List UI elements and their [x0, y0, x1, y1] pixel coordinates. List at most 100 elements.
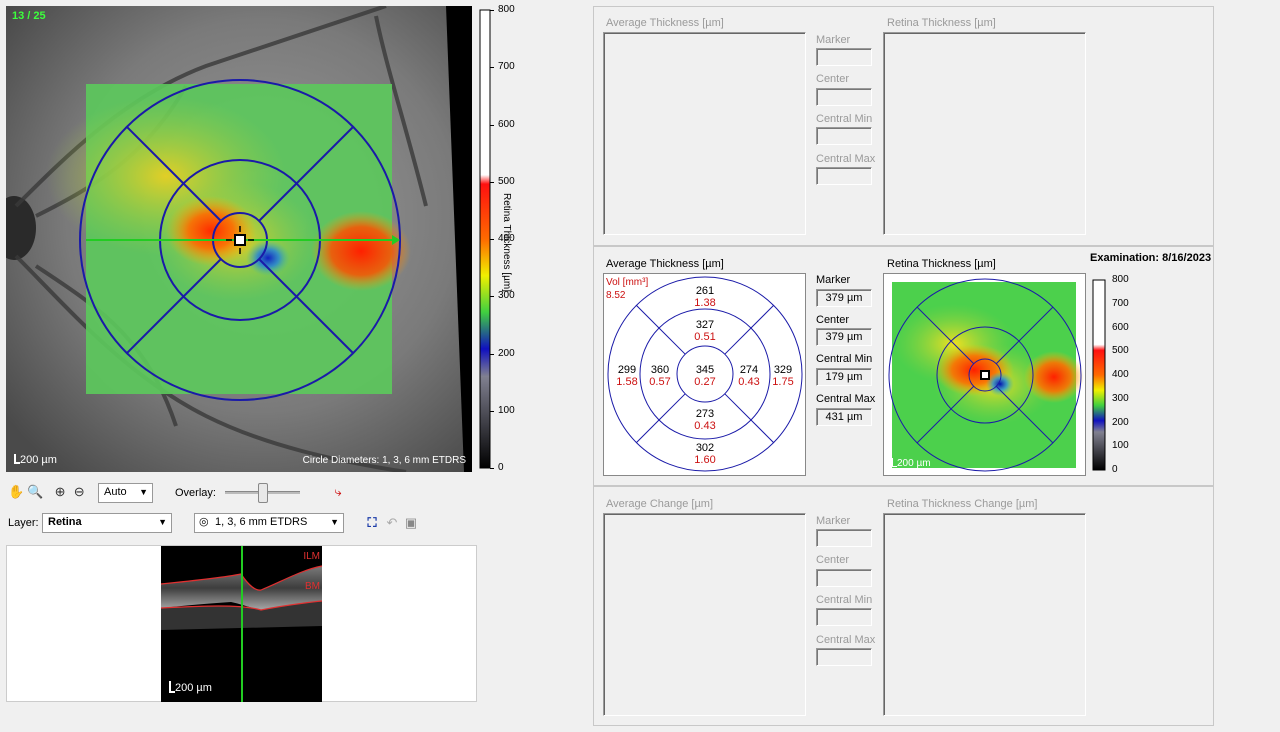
zoom-out-icon[interactable]: ⊖ [73, 484, 85, 499]
map-scale-bar: 200 µm [892, 458, 931, 469]
bm-label: BM [305, 581, 320, 592]
etdrs-grid [79, 79, 401, 401]
map-colorbar-tick-label: 0 [1112, 464, 1118, 475]
marker-value: 379 µm [816, 289, 872, 307]
sector-volume: 1.38 [694, 297, 716, 309]
bottom-center-label: Center [816, 554, 850, 566]
sector-thickness: 345 [695, 364, 715, 376]
etdrs-sector-chart[interactable]: Vol [mm³] 8.52 261 1.38 327 0.51 345 0.27 2… [603, 273, 806, 476]
zoom-select[interactable]: Auto ▼ [98, 483, 153, 503]
bottom-central-min-label: Central Min [816, 594, 873, 606]
bottom-central-max-label: Central Max [816, 634, 876, 646]
sector-outer-right: 329 1.75 [768, 364, 798, 388]
examination-date: Examination: 8/16/2023 [1090, 252, 1212, 264]
colorbar-tick-mark [490, 67, 494, 69]
average-change-box [603, 513, 806, 716]
top-center-label: Center [816, 73, 850, 85]
central-min-label: Central Min [816, 353, 873, 365]
top-central-max-value [816, 167, 872, 185]
colorbar-tick-label: 800 [498, 4, 515, 15]
view-toolbar: ✋ 🔍 ⊕ ⊖ [8, 484, 87, 500]
marker-label: Marker [816, 274, 851, 286]
colorbar-tick-label: 0 [498, 462, 504, 473]
overlay-slider-thumb[interactable] [257, 483, 268, 503]
sector-volume: 0.27 [694, 376, 716, 388]
sector-volume: 1.60 [694, 454, 716, 466]
sector-thickness: 329 [773, 364, 793, 376]
sector-thickness: 273 [695, 408, 715, 420]
chevron-down-icon: ▼ [139, 487, 148, 497]
colorbar-tick-label: 300 [498, 290, 515, 302]
slice-counter: 13 / 25 [12, 10, 46, 22]
colorbar-tick-mark [490, 410, 494, 412]
sector-volume: 0.57 [649, 376, 671, 388]
sector-thickness: 299 [617, 364, 637, 376]
center-icon[interactable]: ⛶ [367, 515, 377, 530]
sector-thickness: 327 [695, 319, 715, 331]
layer-label: Layer: [8, 517, 39, 529]
zoom-in-icon[interactable]: ⊕ [54, 484, 66, 499]
bscan-scale-bar: 200 µm [169, 681, 212, 694]
layer-value: Retina [48, 516, 82, 528]
grid-value: 1, 3, 6 mm ETDRS [215, 516, 308, 528]
colorbar-tick-mark [490, 468, 494, 469]
scale-label: 200 µm [20, 454, 57, 466]
colorbar-tick-mark [490, 124, 494, 126]
top-center-value [816, 88, 872, 106]
top-retina-thickness-box [883, 32, 1086, 235]
scale-bar: 200 µm [14, 454, 57, 466]
overlay-slider[interactable] [225, 483, 300, 503]
map-colorbar-tick-label: 800 [1112, 274, 1129, 285]
pointer-icon[interactable]: ⤷ [334, 484, 342, 499]
center-value: 379 µm [816, 328, 872, 346]
circle-diameters-label: Circle Diameters: 1, 3, 6 mm ETDRS [302, 455, 466, 466]
overlay-label: Overlay: [175, 487, 216, 499]
colorbar-tick-mark [490, 181, 494, 183]
sector-thickness: 274 [739, 364, 759, 376]
grid-select[interactable]: ◎ 1, 3, 6 mm ETDRS ▼ [194, 513, 344, 533]
map-colorbar-tick-label: 500 [1112, 345, 1129, 357]
middle-section [593, 246, 1214, 486]
sector-outer-left: 299 1.58 [612, 364, 642, 388]
zoom-value: Auto [104, 486, 127, 498]
fundus-image[interactable]: 13 / 25 200 µm Circle Diameters: 1, 3, 6… [6, 6, 472, 472]
top-central-max-label: Central Max [816, 153, 876, 165]
sector-center: 345 0.27 [690, 364, 720, 388]
colorbar-tick-mark [490, 353, 494, 355]
bottom-central-min-value [816, 608, 872, 626]
top-central-min-label: Central Min [816, 113, 873, 125]
sector-thickness: 261 [695, 285, 715, 297]
bscan-scale-label: 200 µm [175, 682, 212, 694]
volume-value: 8.52 [606, 290, 626, 301]
central-max-label: Central Max [816, 393, 876, 405]
thickness-colorbar: 800 700 600 500 400 300 200 100 0 Retina Thickne… [478, 4, 588, 474]
chevron-down-icon: ▼ [330, 517, 339, 527]
bottom-marker-label: Marker [816, 515, 851, 527]
save-icon[interactable]: ▣ [404, 515, 418, 530]
top-section [593, 6, 1214, 246]
colorbar-tick-label: 200 [498, 347, 515, 359]
sector-outer-bottom: 302 1.60 [690, 442, 720, 466]
undo-icon[interactable]: ↶ [386, 515, 398, 530]
layer-select[interactable]: Retina ▼ [42, 513, 172, 533]
retina-change-box [883, 513, 1086, 716]
retina-change-label: Retina Thickness Change [µm] [887, 498, 1038, 510]
sector-volume: 0.51 [694, 331, 716, 343]
top-retina-thickness-label: Retina Thickness [µm] [887, 17, 996, 29]
sector-outer-top: 261 1.38 [690, 285, 720, 309]
top-central-min-value [816, 127, 872, 145]
bscan-image[interactable]: ILM BM 200 µm [161, 546, 322, 702]
sector-volume: 0.43 [694, 420, 716, 432]
sector-volume: 1.58 [616, 376, 638, 388]
magnifier-icon[interactable]: 🔍 [27, 484, 44, 499]
central-min-value: 179 µm [816, 368, 872, 386]
sector-volume: 0.43 [738, 376, 760, 388]
retina-thickness-map[interactable]: 200 µm [883, 273, 1086, 476]
sector-inner-right: 274 0.43 [734, 364, 764, 388]
bscan-panel: ILM BM 200 µm [6, 545, 477, 702]
sector-inner-left: 360 0.57 [645, 364, 675, 388]
map-colorbar-tick-label: 100 [1112, 440, 1129, 452]
hand-icon[interactable]: ✋ [8, 484, 25, 499]
sector-thickness: 302 [695, 442, 715, 454]
top-marker-value [816, 48, 872, 66]
